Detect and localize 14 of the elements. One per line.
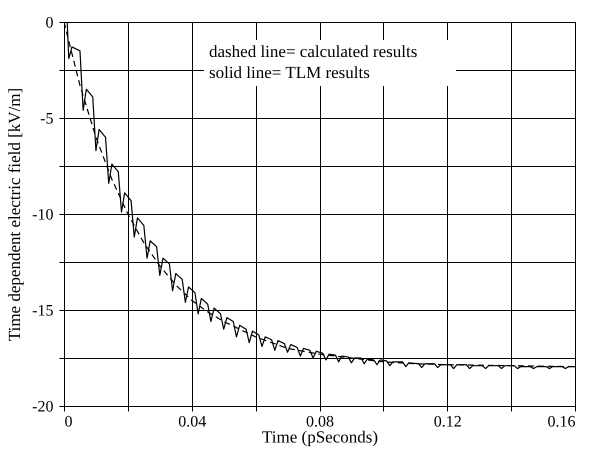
annotation: dashed line= calculated results	[209, 42, 418, 61]
x-tick-label: 0.04	[178, 414, 206, 430]
y-tick-label: -15	[32, 302, 54, 320]
x-tick-label: 0.12	[434, 414, 462, 430]
x-tick-label: 0.16	[548, 414, 576, 430]
x-tick-label: 0	[64, 414, 72, 430]
x-tick-label: 0.08	[306, 414, 334, 430]
x-axis-title: Time (pSeconds)	[262, 428, 378, 446]
y-tick-label: -20	[32, 398, 54, 416]
y-tick-label: -10	[32, 206, 54, 224]
annotation: solid line= TLM results	[209, 63, 370, 82]
y-tick-label: 0	[46, 14, 54, 32]
y-axis-title: Time dependent electric field [kV/m]	[5, 88, 24, 342]
y-tick-label: -5	[40, 110, 54, 128]
